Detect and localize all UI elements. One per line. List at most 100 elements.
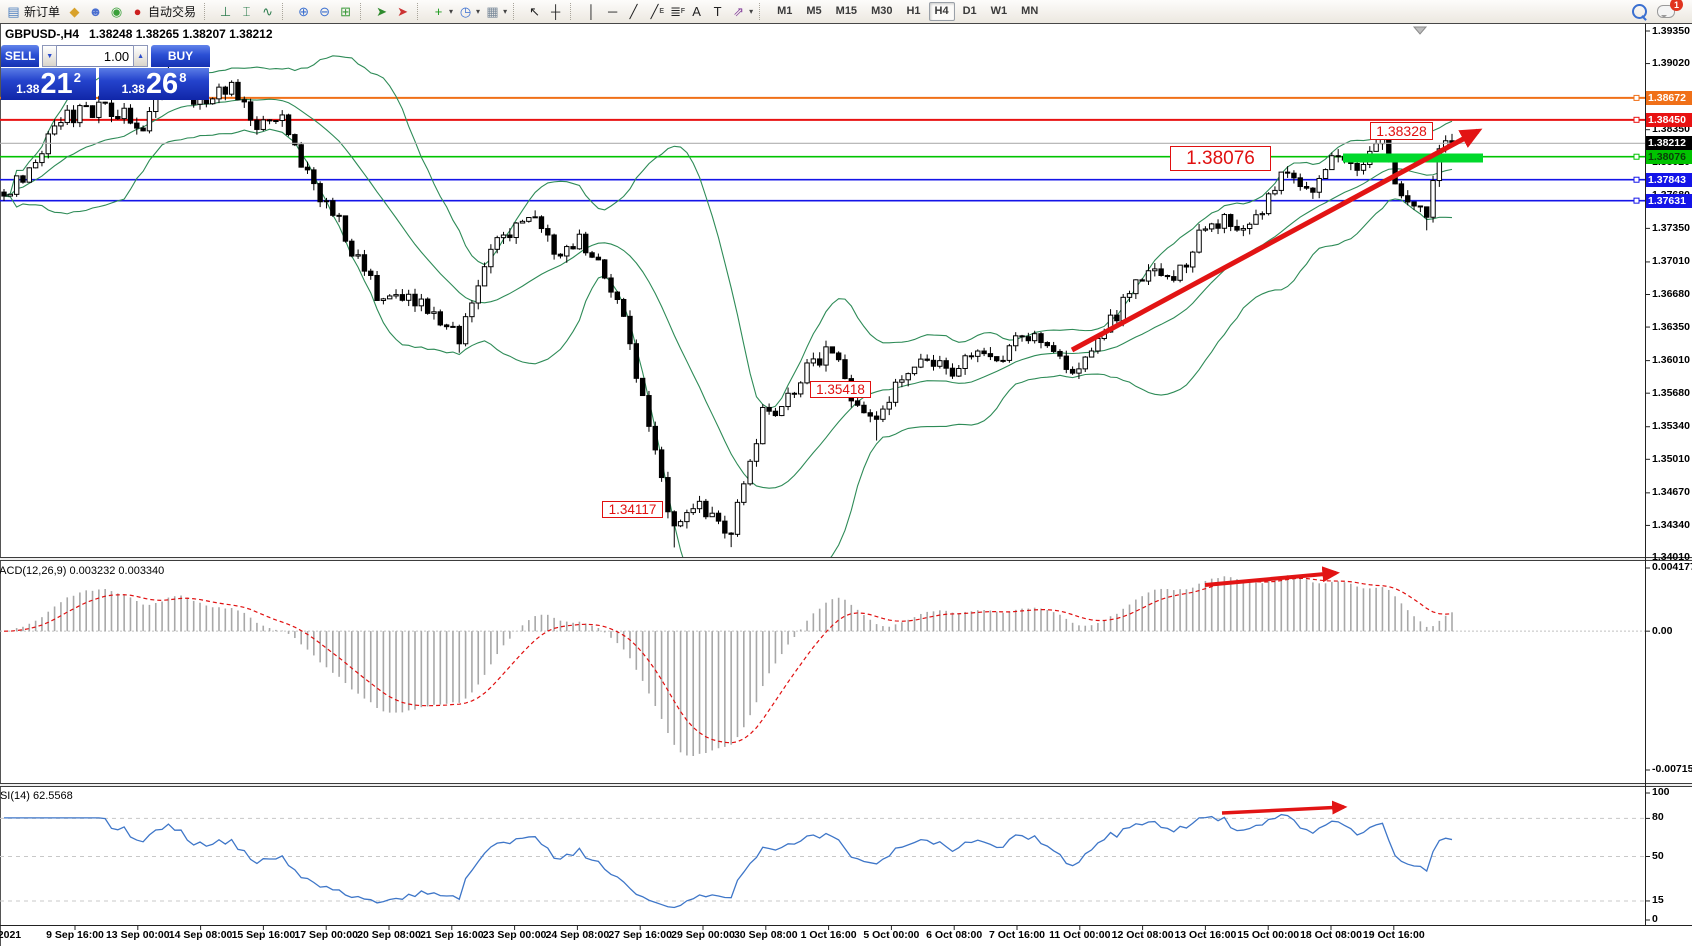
timeframe-h1[interactable]: H1: [906, 5, 921, 17]
timeframe-m15[interactable]: M15: [835, 5, 858, 17]
hline-price-label[interactable]: 1.37843: [1646, 172, 1692, 187]
toolbar-separator: [570, 3, 578, 20]
price-axis-tick: 1.36680: [1652, 287, 1690, 300]
hline-price-label[interactable]: 1.38076: [1646, 149, 1692, 164]
rsi-axis-tick: 0: [1652, 913, 1658, 925]
timeframe-m30[interactable]: M30: [871, 5, 893, 17]
text-label-icon[interactable]: T: [713, 4, 722, 19]
auto-scroll-icon[interactable]: ➤: [376, 4, 387, 19]
line-chart-icon[interactable]: ∿: [262, 4, 273, 19]
hline-icon[interactable]: ─: [607, 4, 618, 19]
buy-price-display[interactable]: 1.38 26 8: [99, 68, 209, 100]
time-axis-label: 15 Oct 00:00: [1237, 929, 1300, 941]
arrows-dropdown[interactable]: ▾: [749, 7, 754, 16]
search-icon[interactable]: [1632, 4, 1647, 19]
price-callout[interactable]: 1.38076: [1170, 146, 1271, 171]
bar-chart-icon[interactable]: ⊥: [219, 4, 232, 19]
time-axis-label: 18 Oct 08:00: [1300, 929, 1362, 941]
periods-dropdown[interactable]: ▾: [476, 7, 481, 16]
price-callout[interactable]: 1.35418: [810, 381, 871, 398]
time-axis-label: 5 Oct 00:00: [863, 929, 920, 941]
price-axis-tick: 1.37010: [1652, 255, 1690, 268]
one-click-trade-panel: SELL ▼ ▲ BUY 1.38 21 2 1.38 26 8: [1, 45, 211, 100]
toolbar-divider: [0, 23, 1692, 24]
cursor-icon[interactable]: ↖: [529, 4, 541, 19]
volume-decrease-button[interactable]: ▼: [42, 45, 58, 67]
timeframe-m1[interactable]: M1: [777, 5, 793, 17]
autotrading-icon[interactable]: ●: [133, 4, 142, 19]
time-axis-label: 6 Oct 08:00: [926, 929, 983, 941]
price-axis-tick: 1.36010: [1652, 354, 1690, 367]
templates-icon[interactable]: ▦: [486, 4, 499, 19]
zoom-in-icon[interactable]: ⊕: [298, 4, 309, 19]
price-callout[interactable]: 1.38328: [1370, 122, 1433, 140]
tile-windows-icon[interactable]: ⊞: [340, 4, 351, 19]
price-axis-tick: 1.39350: [1652, 24, 1690, 37]
rsi-panel-splitter[interactable]: [0, 783, 1692, 787]
toolbar-separator: [513, 3, 521, 20]
chart-title: GBPUSD-,H4 1.38248 1.38265 1.38207 1.3821…: [5, 27, 283, 41]
templates-dropdown[interactable]: ▾: [503, 7, 508, 16]
toolbar-separator: [759, 3, 767, 20]
hline-price-label[interactable]: 1.38450: [1646, 112, 1692, 127]
price-axis-tick: 1.36350: [1652, 320, 1690, 333]
sell-button[interactable]: SELL: [1, 45, 40, 67]
time-axis-label: 24 Sep 08:00: [545, 929, 610, 941]
price-axis-tick: 1.35010: [1652, 452, 1690, 465]
text-icon[interactable]: A: [692, 4, 701, 19]
market-watch-icon[interactable]: ☻: [88, 4, 103, 19]
timeframe-h4[interactable]: H4: [928, 2, 955, 21]
alerts-icon[interactable]: ◉: [110, 4, 123, 19]
rsi-axis-tick: 80: [1652, 811, 1664, 824]
hline-price-label[interactable]: 1.38672: [1646, 90, 1692, 105]
rsi-axis-tick: 50: [1652, 849, 1664, 862]
rsi-label: RSI(14) 62.5568: [0, 790, 73, 802]
hline-price-label[interactable]: 1.37631: [1646, 193, 1692, 208]
buy-button[interactable]: BUY: [150, 45, 211, 67]
notification-badge[interactable]: 1: [1670, 0, 1683, 11]
autotrading-label[interactable]: 自动交易: [148, 5, 197, 19]
time-axis-label: 23 Sep 00:00: [482, 929, 547, 941]
zoom-out-icon[interactable]: ⊖: [319, 4, 330, 19]
arrows-icon[interactable]: ⇗: [733, 4, 745, 19]
sell-price-display[interactable]: 1.38 21 2: [1, 68, 96, 100]
price-axis-tick: 1.34340: [1652, 518, 1690, 531]
fibonacci-icon[interactable]: ≣ F: [670, 4, 686, 19]
time-axis-label: 15 Sep 16:00: [231, 929, 296, 941]
timeframe-m5[interactable]: M5: [806, 5, 822, 17]
macd-panel-splitter[interactable]: [0, 557, 1692, 561]
chart-shift-icon[interactable]: ➤: [397, 4, 408, 19]
current-price-label: 1.38212: [1646, 136, 1692, 151]
timeframe-d1[interactable]: D1: [962, 5, 977, 17]
price-axis-border: [1645, 24, 1646, 926]
equidistant-channel-icon[interactable]: ╱ E: [650, 4, 665, 19]
vline-icon[interactable]: │: [587, 4, 596, 19]
time-axis-label: 11 Oct 00:00: [1049, 929, 1111, 941]
ohlc-readout: 1.38248 1.38265 1.38207 1.38212: [89, 27, 273, 41]
time-axis-label: 13 Oct 16:00: [1174, 929, 1237, 941]
new-order-label[interactable]: 新订单: [24, 5, 61, 19]
new-order-icon[interactable]: ▤: [7, 4, 20, 19]
time-axis-label: 8 Sep 2021: [0, 929, 22, 941]
price-axis-tick: 1.35680: [1652, 386, 1690, 399]
trendline-icon[interactable]: ╱: [629, 4, 638, 19]
periods-icon[interactable]: ◷: [459, 4, 472, 19]
volume-input[interactable]: [57, 45, 134, 67]
indicators-icon[interactable]: +: [434, 4, 443, 19]
timeframe-mn[interactable]: MN: [1021, 5, 1039, 17]
time-axis-label: 17 Sep 00:00: [294, 929, 358, 941]
time-axis-label: 9 Sep 16:00: [46, 929, 104, 941]
candlestick-icon[interactable]: ⌶: [242, 4, 251, 19]
volume-increase-button[interactable]: ▲: [133, 45, 148, 67]
time-axis-label: 19 Oct 16:00: [1362, 929, 1425, 941]
price-axis-tick: 1.34010: [1652, 551, 1690, 564]
crosshair-icon[interactable]: ┼: [550, 4, 561, 19]
time-axis-label: 14 Sep 08:00: [168, 929, 233, 941]
timeframe-w1[interactable]: W1: [990, 5, 1008, 17]
price-callout[interactable]: 1.34117: [602, 501, 663, 518]
time-axis-label: 27 Sep 16:00: [608, 929, 672, 941]
indicators-dropdown[interactable]: ▾: [449, 7, 454, 16]
rsi-axis-tick: 100: [1652, 786, 1670, 798]
profiles-icon[interactable]: ◆: [69, 4, 80, 19]
